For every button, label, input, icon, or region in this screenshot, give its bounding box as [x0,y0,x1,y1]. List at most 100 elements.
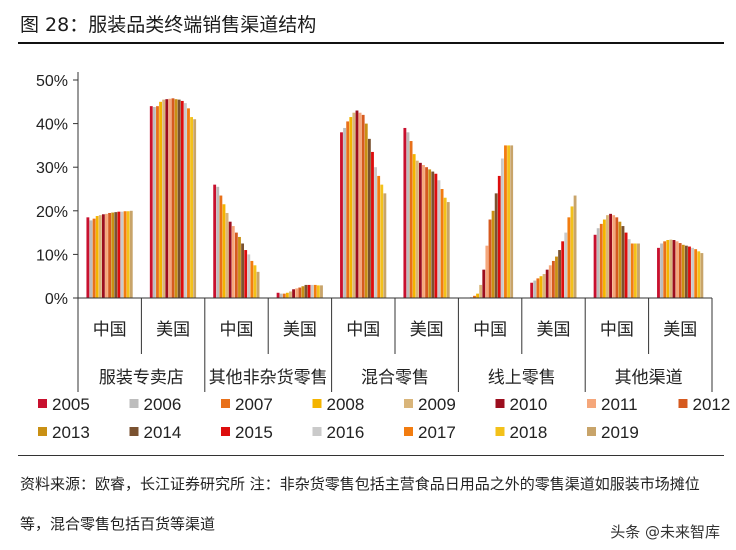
bar-中国-其他非杂货零售-2010 [228,221,232,298]
legend-label-2016: 2016 [327,423,365,442]
bar-美国-其他非杂货零售-2005 [276,292,280,298]
legend-swatch-2013 [38,427,47,436]
x-subgroup-label: 美国 [663,320,697,340]
x-group-label: 混合零售 [361,368,429,388]
bar-中国-其他渠道-2007 [599,223,603,298]
legend-label-2006: 2006 [144,395,182,414]
bar-中国-混合零售-2013 [364,123,368,298]
legend-label-2008: 2008 [327,395,365,414]
bar-中国-混合零售-2008 [349,117,353,298]
bar-中国-线上零售-2009 [479,284,483,298]
bar-美国-其他非杂货零售-2006 [279,293,283,298]
bar-美国-混合零售-2019 [446,202,450,298]
x-group-label: 其他非杂货零售 [209,368,328,388]
bar-中国-混合零售-2019 [383,193,387,298]
bar-美国-其他非杂货零售-2008 [285,292,289,298]
bar-美国-混合零售-2011 [422,165,425,298]
bar-美国-服装专卖店-2013 [174,99,178,299]
legend-label-2018: 2018 [510,423,548,442]
bar-中国-混合零售-2005 [340,132,343,298]
bar-美国-线上零售-2009 [542,274,546,298]
bar-中国-其他非杂货零售-2008 [222,204,226,298]
bar-中国-线上零售-2010 [482,269,486,298]
bar-美国-其他渠道-2016 [691,247,694,298]
legend-swatch-2008 [312,399,322,408]
bar-美国-其他非杂货零售-2018 [316,285,320,298]
bar-中国-线上零售-2011 [485,245,489,298]
bar-中国-线上零售-2018 [507,145,510,298]
bar-中国-服装专卖店-2012 [108,212,111,298]
bar-中国-混合零售-2015 [371,151,374,298]
y-tick-label: 40% [36,117,68,134]
bar-中国-混合零售-2009 [352,112,356,298]
bar-美国-其他非杂货零售-2009 [289,291,292,298]
bar-chart: 0% 10% 20% 30% 40% 50% 中国 美国 中国 美国 中国 美国 中国 美国 中国 美国服装专… [36,72,730,442]
bar-美国-其他非杂货零售-2016 [310,284,314,298]
bar-中国-服装专卖店-2018 [126,211,130,298]
bar-美国-其他非杂货零售-2012 [298,287,302,298]
bar-中国-线上零售-2019 [510,145,514,298]
bar-美国-其他渠道-2009 [669,239,673,298]
bar-美国-混合零售-2009 [415,160,419,298]
legend-swatch-2014 [129,427,139,436]
legend-label-2010: 2010 [510,395,548,414]
bar-中国-线上零售-2012 [488,219,492,298]
legend-swatch-2017 [404,427,413,436]
bar-美国-线上零售-2019 [573,195,577,298]
bar-美国-其他非杂货零售-2014 [304,284,308,298]
bar-中国-服装专卖店-2015 [117,211,121,298]
bar-美国-服装专卖店-2009 [162,99,166,299]
bar-中国-其他非杂货零售-2012 [234,232,238,298]
bar-中国-其他非杂货零售-2006 [216,186,220,298]
legend-swatch-2009 [404,399,413,408]
bar-美国-线上零售-2008 [539,276,543,298]
bar-中国-服装专卖店-2011 [105,213,108,298]
bar-中国-混合零售-2016 [374,167,377,298]
bar-中国-线上零售-2008 [476,293,479,298]
bar-中国-混合零售-2018 [380,184,384,298]
bar-中国-混合零售-2007 [346,121,350,298]
bar-美国-其他渠道-2010 [672,240,676,298]
legend-label-2019: 2019 [601,423,639,442]
x-subgroup-label: 美国 [283,320,317,340]
bar-美国-其他渠道-2013 [681,244,685,298]
legend-swatch-2007 [221,399,230,408]
bar-美国-混合零售-2018 [443,197,447,298]
bar-中国-其他非杂货零售-2007 [219,195,223,298]
x-subgroup-label: 美国 [156,320,190,340]
bar-美国-混合零售-2016 [437,180,441,298]
bar-美国-服装专卖店-2016 [183,103,187,298]
bar-美国-混合零售-2012 [425,167,428,298]
legend-swatch-2006 [129,399,139,408]
bar-美国-线上零售-2014 [558,250,561,298]
bar-中国-服装专卖店-2008 [95,216,99,298]
bar-美国-混合零售-2005 [403,127,407,299]
bar-美国-线上零售-2010 [545,269,549,298]
bar-美国-其他非杂货零售-2010 [292,289,295,298]
bar-中国-服装专卖店-2019 [129,210,133,298]
legend-label-2011: 2011 [601,395,638,414]
bar-中国-服装专卖店-2005 [86,217,90,298]
bar-美国-其他非杂货零售-2011 [295,288,299,298]
bar-美国-服装专卖店-2019 [193,119,197,299]
y-tick-label: 0% [45,291,68,308]
legend-swatch-2015 [221,427,230,436]
bar-中国-其他渠道-2005 [593,234,597,298]
title-rule [18,42,724,44]
x-subgroup-label: 中国 [473,320,507,340]
bar-中国-其他非杂货零售-2015 [244,250,248,298]
legend-swatch-2012 [678,399,688,408]
bar-美国-混合零售-2008 [412,154,416,298]
bar-中国-其他渠道-2006 [596,228,600,298]
bar-中国-服装专卖店-2006 [89,220,93,298]
bar-美国-线上零售-2007 [536,278,540,298]
bar-美国-其他渠道-2006 [660,243,663,298]
x-subgroup-label: 中国 [220,320,254,340]
bar-中国-混合零售-2010 [355,110,359,299]
bar-美国-服装专卖店-2010 [165,99,169,299]
legend-label-2005: 2005 [52,395,90,414]
source-note: 资料来源：欧睿，长江证券研究所 注：非杂货零售包括主营食品日用品之外的零售渠道如… [20,475,700,533]
bar-美国-服装专卖店-2005 [149,106,153,298]
bar-中国-其他非杂货零售-2014 [241,243,244,298]
bar-美国-服装专卖店-2015 [180,100,184,299]
